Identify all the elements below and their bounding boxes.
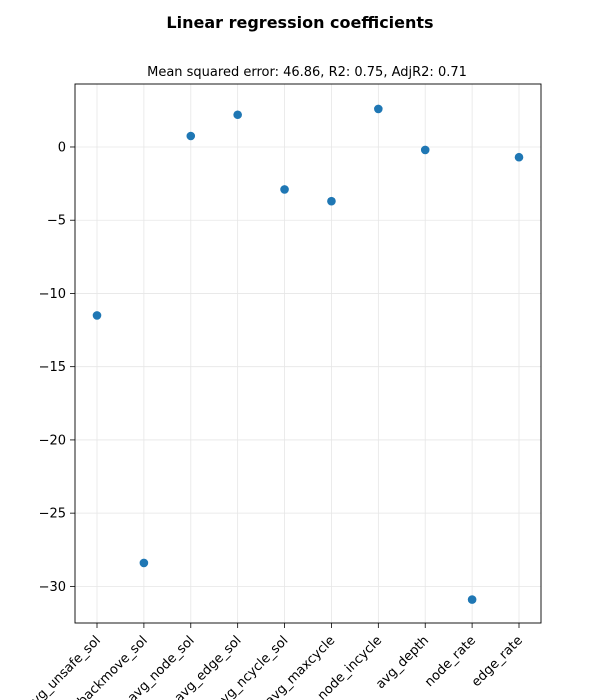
y-tick-label: −5 — [47, 214, 66, 229]
y-tick-label: −25 — [39, 507, 66, 522]
data-point — [92, 311, 102, 320]
data-point — [374, 104, 383, 114]
y-tick-label: −20 — [39, 433, 66, 448]
data-point — [420, 145, 430, 155]
data-point — [139, 558, 149, 568]
plot-frame — [74, 83, 542, 624]
axes-layer — [70, 83, 542, 628]
y-tick-label: 0 — [58, 140, 66, 155]
data-point — [186, 131, 196, 141]
chart-subtitle: Mean squared error: 46.86, R2: 0.75, Adj… — [147, 65, 467, 80]
y-tick-labels: 0 −5 −10 −15 −20 −25 −30 — [39, 140, 66, 594]
grid-layer — [75, 84, 541, 623]
x-tick-label: edge_rate — [469, 633, 526, 690]
y-tick-label: −30 — [39, 580, 66, 595]
points-layer — [92, 104, 524, 604]
chart-title: Linear regression coefficients — [166, 13, 433, 32]
data-point — [467, 595, 477, 604]
y-tick-label: −10 — [39, 287, 66, 302]
data-point — [327, 196, 336, 206]
y-tick-label: −15 — [39, 360, 66, 375]
data-point — [514, 152, 524, 162]
data-point — [233, 110, 242, 120]
data-point — [280, 185, 289, 194]
x-tick-labels: avg_unsafe_solavg_backmove_solavg_node_s… — [23, 633, 526, 700]
